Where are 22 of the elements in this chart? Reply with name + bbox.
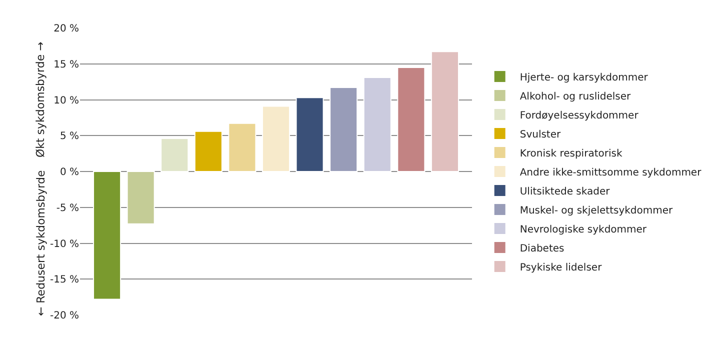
y-tick-label: 0 % [60, 167, 79, 178]
y-tick-label: -20 % [50, 310, 79, 322]
text: Økt sykdomsbyrde → [34, 42, 48, 158]
y-tick-label: -10 % [50, 238, 79, 250]
y-tick-label: 5 % [60, 131, 79, 142]
legend-label: Diabetes [520, 243, 564, 254]
y-tick-label: 15 % [54, 59, 79, 70]
legend-label: Andre ikke-smittsomme sykdommer [520, 167, 702, 178]
y-tick-label: -5 % [56, 202, 79, 214]
legend-label: Kronisk respiratorisk [520, 148, 622, 160]
text: ← Redusert sykdomsbyrde [34, 170, 48, 316]
legend-label: Ulitsiktede skader [520, 186, 611, 198]
legend-label: Fordøyelsessykdommer [520, 110, 640, 122]
legend-label: Hjerte- og karsykdommer [520, 72, 649, 84]
legend-label: Muskel- og skjelettsykdommer [520, 205, 674, 216]
legend-label: Psykiske lidelser [520, 262, 603, 274]
y-tick-label: -15 % [50, 274, 79, 286]
y-tick-label: 20 % [54, 24, 79, 34]
legend-label: Nevrologiske sykdommer [520, 224, 648, 236]
y-tick-label: 10 % [54, 95, 79, 106]
legend-label: Svulster [520, 129, 562, 140]
legend-label: Alkohol- og ruslidelser [520, 91, 632, 102]
